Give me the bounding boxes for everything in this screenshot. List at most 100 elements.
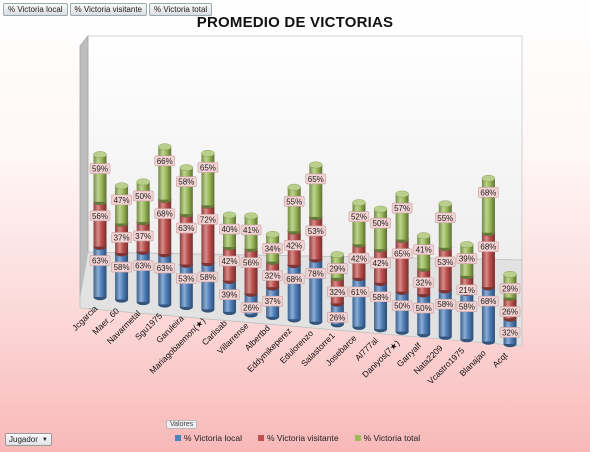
data-label-visitante-blanajao: 68%: [478, 241, 499, 253]
svg-text:39%: 39%: [459, 255, 475, 264]
svg-text:57%: 57%: [394, 204, 410, 213]
bar-total-blanajao[interactable]: [481, 174, 496, 236]
bar-local-al777al[interactable]: [373, 279, 388, 333]
bar-visitante-nata2209[interactable]: [438, 244, 452, 294]
data-label-local-nata2209: 58%: [434, 298, 456, 310]
bar-total-jcgarcia[interactable]: [93, 151, 107, 205]
bar-local-vcastro1975[interactable]: [460, 289, 474, 343]
bar-visitante-jcgarcia[interactable]: [93, 198, 107, 250]
bar-total-edulorenzo[interactable]: [309, 161, 323, 221]
bar-local-daniyos-7[interactable]: [395, 288, 409, 335]
bar-stack-sgu1975[interactable]: [158, 143, 172, 308]
data-label-local-daniyos-7: 50%: [391, 300, 413, 311]
bar-local-jcgarcia[interactable]: [93, 243, 107, 301]
bar-total-nata2209[interactable]: [438, 200, 452, 251]
legend-label-total: % Victoria total: [363, 433, 421, 443]
bar-total-mariagobaemon[interactable]: [201, 149, 215, 209]
svg-text:63%: 63%: [178, 224, 194, 233]
svg-text:42%: 42%: [286, 241, 302, 250]
bar-local-garuleira[interactable]: [179, 261, 194, 311]
data-label-total-sgu1975: 66%: [154, 155, 176, 167]
svg-text:39%: 39%: [221, 291, 237, 300]
bar-visitante-mariagobaemon[interactable]: [201, 201, 215, 267]
svg-text:37%: 37%: [114, 233, 130, 242]
bar-local-edulorenzo[interactable]: [309, 255, 323, 325]
svg-text:40%: 40%: [221, 225, 237, 234]
field-button-visitante[interactable]: % Victoria visitante: [69, 3, 147, 16]
data-label-total-salastorre1: 29%: [327, 263, 348, 274]
bar-local-sgu1975[interactable]: [158, 250, 172, 308]
data-label-total-mariagobaemon: 65%: [197, 162, 219, 173]
bar-stack-edulorenzo[interactable]: [309, 161, 323, 325]
bar-total-eddymikeperez[interactable]: [287, 183, 301, 235]
bar-visitante-edulorenzo[interactable]: [309, 213, 323, 263]
bar-local-garryalf[interactable]: [416, 290, 431, 338]
data-label-local-blanajao: 68%: [478, 295, 499, 307]
svg-text:63%: 63%: [92, 257, 108, 266]
data-label-total-daniyos-7: 57%: [391, 202, 413, 214]
data-label-visitante-acqt: 26%: [499, 306, 521, 317]
bar-local-nata2209[interactable]: [438, 286, 452, 340]
svg-text:53%: 53%: [437, 258, 453, 267]
bar-stack-blanajao[interactable]: [481, 174, 496, 345]
data-label-total-al777al: 50%: [370, 217, 391, 229]
field-buttons: % Victoria local % Victoria visitante % …: [3, 3, 213, 16]
values-field-button[interactable]: Valores: [166, 420, 198, 429]
legend-label-local: % Victoria local: [184, 433, 242, 443]
bar-total-daniyos-7[interactable]: [395, 190, 409, 243]
bar-total-josebarce[interactable]: [352, 199, 366, 248]
data-label-local-carlisab: 39%: [219, 289, 240, 300]
svg-text:58%: 58%: [114, 263, 130, 272]
svg-text:50%: 50%: [416, 304, 432, 313]
svg-text:32%: 32%: [416, 279, 432, 288]
jugador-filter-dropdown[interactable]: Jugador ▼: [5, 433, 52, 446]
data-label-total-maer-60: 47%: [111, 194, 132, 206]
bar-total-navarmetal[interactable]: [136, 178, 150, 226]
svg-text:53%: 53%: [308, 227, 324, 236]
field-button-local[interactable]: % Victoria local: [3, 3, 68, 16]
svg-text:32%: 32%: [329, 288, 345, 297]
bar-visitante-daniyos-7[interactable]: [395, 236, 409, 295]
bar-visitante-sgu1975[interactable]: [158, 196, 172, 258]
svg-text:32%: 32%: [265, 272, 281, 281]
svg-text:56%: 56%: [243, 259, 259, 268]
data-label-total-jcgarcia: 59%: [89, 163, 111, 174]
svg-text:68%: 68%: [480, 297, 496, 306]
data-label-visitante-sgu1975: 68%: [154, 208, 176, 219]
data-label-local-acqt: 32%: [499, 327, 521, 338]
data-label-local-vcastro1975: 58%: [456, 301, 478, 312]
bar-local-navarmetal[interactable]: [136, 248, 150, 306]
svg-text:58%: 58%: [437, 300, 453, 309]
data-label-local-garryalf: 50%: [413, 302, 434, 314]
svg-text:52%: 52%: [351, 213, 367, 222]
field-button-total[interactable]: % Victoria total: [148, 3, 213, 16]
data-label-total-acqt: 29%: [499, 283, 521, 294]
data-label-local-jcgarcia: 63%: [89, 255, 111, 266]
bar-local-josebarce[interactable]: [352, 274, 366, 330]
bar-local-eddymikeperez[interactable]: [287, 261, 301, 323]
bar-total-sgu1975[interactable]: [158, 143, 172, 203]
data-label-total-navarmetal: 50%: [132, 190, 154, 202]
chart-back-wall: [87, 35, 523, 261]
svg-text:37%: 37%: [265, 297, 281, 306]
bar-total-al777al[interactable]: [373, 205, 388, 253]
svg-text:29%: 29%: [502, 284, 518, 293]
data-label-total-vcastro1975: 39%: [456, 253, 478, 264]
bar-local-blanajao[interactable]: [481, 283, 496, 345]
legend-label-visitante: % Victoria visitante: [266, 433, 339, 443]
bar-stack-mariagobaemon[interactable]: [201, 149, 215, 313]
data-label-total-edulorenzo: 65%: [305, 173, 327, 185]
bar-total-garuleira[interactable]: [179, 164, 194, 218]
svg-text:55%: 55%: [286, 197, 302, 206]
svg-text:42%: 42%: [373, 259, 389, 268]
data-label-visitante-garuleira: 63%: [176, 222, 197, 234]
svg-text:41%: 41%: [416, 246, 432, 255]
bar-local-mariagobaemon[interactable]: [201, 259, 215, 313]
svg-text:58%: 58%: [459, 303, 475, 312]
data-label-local-salastorre1: 26%: [327, 312, 348, 323]
bar-visitante-villarrense[interactable]: [244, 245, 258, 297]
bar-visitante-blanajao[interactable]: [481, 229, 496, 291]
bar-visitante-garuleira[interactable]: [179, 210, 194, 268]
bar-stack-jcgarcia[interactable]: [93, 151, 107, 301]
bar-local-maer-60[interactable]: [114, 249, 129, 303]
